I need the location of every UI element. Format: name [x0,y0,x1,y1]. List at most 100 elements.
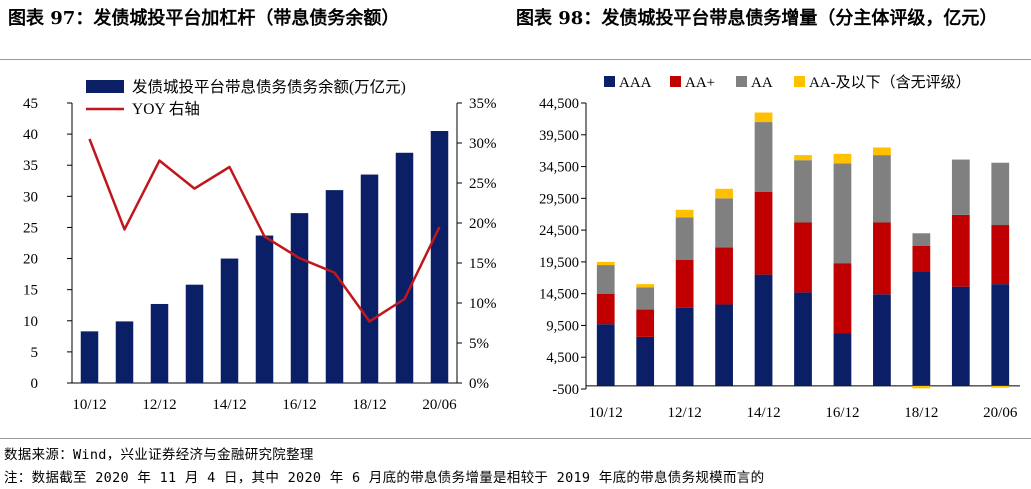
left-y-tick-label: 10 [23,314,38,330]
debt-balance-bar-17/12 [325,190,344,383]
left-y-tick-label: 25 [23,220,38,236]
bar-AAA-16/12 [833,333,852,386]
bar-AAA-18/12 [912,271,931,386]
legend-label-AA-及以下（含无评级）: AA-及以下（含无评级） [809,74,971,91]
debt-balance-bar-13/12 [185,284,204,383]
right-y-tick-label: 0% [469,376,489,392]
bar-AA-及以下（含无评级）-11/12 [636,284,655,288]
bar-AA+-10/12 [596,293,615,325]
bar-AA+-15/12 [794,222,812,293]
chart-panel-debt-increment: -500 4,500 9,500 14,500 19,500 24,500 29,500 34… [520,62,1027,436]
right-y-tick-label: 5% [469,336,489,352]
x-tick-label: 16/12 [282,397,316,413]
bar-AAA-17/12 [873,294,891,386]
debt-balance-bar-11/12 [115,321,134,383]
x-tick-label: 16/12 [825,405,859,421]
legend-swatch-AAA [604,76,615,87]
bar-AA-及以下（含无评级）-15/12 [794,155,812,161]
right-y-tick-label: 15% [469,256,497,272]
bar-AA-16/12 [833,163,852,264]
y-tick-label: -500 [552,382,579,398]
bar-AA-14/12 [754,122,773,192]
left-y-tick-label: 5 [31,345,39,361]
bar-AA-19/12 [951,159,970,215]
legend-swatch-AA+ [670,76,681,87]
bar-AA-及以下（含无评级）-10/12 [596,261,615,266]
legend-label-yoy: YOY 右轴 [132,100,200,118]
right-y-tick-label: 30% [469,136,497,152]
footer-divider [0,438,1031,439]
bar-AA+-16/12 [833,263,852,334]
bar-AA-及以下（含无评级）-20/06 [991,385,1010,388]
bar-AA-20/06 [991,162,1010,226]
legend-label-AA+: AA+ [685,75,715,91]
chart-panel-debt-balance: 0 5 10 15 20 25 30 35 40 45 0% 5% 10% 15% 20% 25% 30% 35%… [2,62,502,436]
left-y-tick-label: 30 [23,189,38,205]
bar-AAA-10/12 [596,324,615,386]
bar-AA+-12/12 [675,259,694,308]
debt-balance-bar-15/12 [255,235,274,383]
bar-AA-11/12 [636,287,655,310]
left-y-tick-label: 40 [23,127,38,143]
bar-AA-及以下（含无评级）-18/12 [912,385,931,389]
x-tick-label: 20/06 [422,397,457,413]
bar-AAA-11/12 [636,336,655,386]
bar-AA+-20/06 [991,225,1010,285]
left-y-tick-label: 35 [23,158,38,174]
right-y-tick-label: 20% [469,216,497,232]
bar-AA-17/12 [873,155,891,223]
right-y-tick-label: 10% [469,296,497,312]
bar-AA-15/12 [794,160,812,223]
debt-balance-bar-18/12 [360,174,379,383]
debt-balance-bar-10/12 [80,331,99,383]
y-tick-label: 19,500 [539,255,579,271]
bar-AAA-20/06 [991,284,1010,386]
y-tick-label: 14,500 [539,287,579,303]
figure-98-title: 图表 98：发债城投平台带息债务增量（分主体评级，亿元） [516,8,998,29]
bar-AA+-19/12 [951,214,970,287]
left-y-tick-label: 15 [23,283,38,299]
x-tick-label: 12/12 [142,397,176,413]
header-divider [0,59,1031,60]
right-y-tick-label: 35% [469,96,497,112]
legend-swatch-debt-balance [86,80,124,93]
bar-AA-12/12 [675,217,694,260]
y-tick-label: 44,500 [539,96,579,112]
bar-AAA-12/12 [675,307,694,386]
bar-AA+-13/12 [715,247,733,305]
figure-97-title: 图表 97：发债城投平台加杠杆（带息债务余额） [8,8,400,29]
x-tick-label: 14/12 [212,397,246,413]
left-y-tick-label: 0 [31,376,39,392]
x-tick-label: 12/12 [668,405,702,421]
legend-swatch-AA [736,76,747,87]
right-y-tick-label: 25% [469,176,497,192]
legend-swatch-AA-及以下（含无评级） [794,76,805,87]
yoy-line [88,138,441,323]
data-source-note: 数据来源：Wind，兴业证券经济与金融研究院整理 [4,447,314,463]
y-tick-label: 34,500 [539,160,579,176]
bar-AA+-11/12 [636,309,655,337]
bar-AA-及以下（含无评级）-13/12 [715,188,733,199]
bar-AA-及以下（含无评级）-14/12 [754,112,773,123]
footnote: 注：数据截至 2020 年 11 月 4 日，其中 2020 年 6 月底的带息… [4,470,765,486]
debt-balance-bar-20/06 [430,131,449,383]
y-tick-label: 39,500 [539,128,579,144]
debt-balance-bar-12/12 [150,303,169,383]
debt-balance-bar-19/12 [395,152,414,383]
bar-AA-及以下（含无评级）-17/12 [873,147,891,156]
x-tick-label: 10/12 [589,405,623,421]
bar-AA-18/12 [912,233,931,246]
bar-AAA-19/12 [951,286,970,386]
y-tick-label: 4,500 [546,350,579,366]
bar-AA+-17/12 [873,222,891,295]
y-tick-label: 29,500 [539,191,579,207]
x-tick-label: 20/06 [983,405,1018,421]
bar-AAA-13/12 [715,304,733,386]
y-tick-label: 9,500 [546,318,579,334]
bar-AA-10/12 [596,265,615,294]
debt-balance-chart: 0 5 10 15 20 25 30 35 40 45 0% 5% 10% 15% 20% 25% 30% 35%… [23,77,497,413]
legend-label-AAA: AAA [619,75,652,91]
x-tick-label: 18/12 [904,405,938,421]
bar-AA+-18/12 [912,246,931,272]
x-tick-label: 10/12 [72,397,106,413]
